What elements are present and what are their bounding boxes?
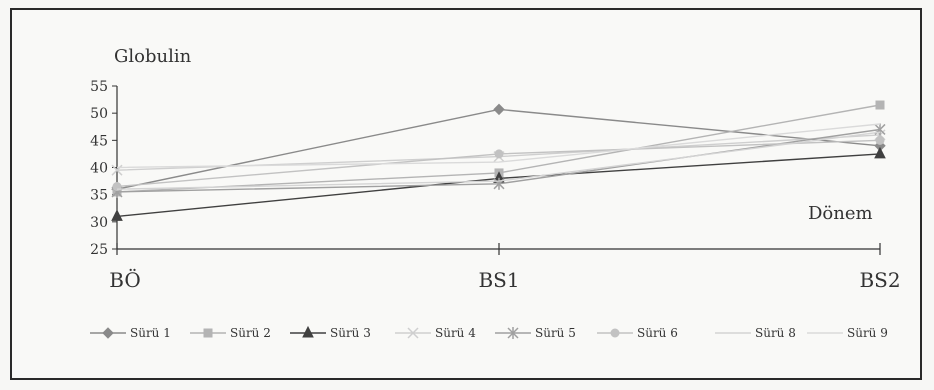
series-1-point-1 bbox=[493, 103, 505, 116]
legend-label: Sürü 8 bbox=[755, 326, 796, 340]
legend-label: Sürü 4 bbox=[435, 326, 476, 340]
y-tick-label-30: 30 bbox=[90, 215, 108, 231]
legend-item-4: Sürü 4 bbox=[395, 326, 476, 340]
series-6-point-1 bbox=[494, 149, 504, 159]
y-tick-label-50: 50 bbox=[90, 106, 108, 122]
legend-item-2: Sürü 2 bbox=[190, 326, 271, 340]
y-tick-label-55: 55 bbox=[90, 79, 108, 95]
legend-item-1: Sürü 1 bbox=[90, 326, 171, 340]
x-axis-title: Dönem bbox=[808, 203, 873, 224]
legend-label: Sürü 9 bbox=[847, 326, 888, 340]
legend: Sürü 1 Sürü 2 Sürü 3 Sürü 4 Sürü 5 Sürü 6 Sürü… bbox=[90, 325, 888, 340]
legend-item-3: Sürü 3 bbox=[290, 325, 371, 340]
y-tick-label-25: 25 bbox=[90, 242, 108, 258]
y-tick-label-45: 45 bbox=[90, 133, 108, 149]
legend-swatch-marker bbox=[102, 327, 114, 339]
series-3-point-0 bbox=[111, 209, 123, 221]
axes bbox=[112, 85, 881, 255]
legend-swatch-marker bbox=[407, 327, 419, 339]
y-tick-label-40: 40 bbox=[90, 161, 108, 177]
series-2-point-2 bbox=[875, 100, 885, 110]
x-tick-label-0: BÖ bbox=[109, 267, 140, 292]
legend-swatch-marker bbox=[610, 328, 620, 338]
legend-item-6: Sürü 6 bbox=[597, 326, 678, 340]
legend-label: Sürü 6 bbox=[637, 326, 678, 340]
labels: 25 30 35 40 45 50 55 BÖ BS1 BS2 Globulin Dönem bbox=[90, 46, 900, 292]
legend-swatch-marker bbox=[507, 327, 519, 339]
legend-label: Sürü 2 bbox=[230, 326, 271, 340]
series-line-8 bbox=[116, 123, 881, 169]
legend-label: Sürü 1 bbox=[130, 326, 171, 340]
legend-swatch-marker bbox=[302, 325, 314, 338]
chart-border bbox=[10, 8, 922, 380]
series-6-point-2 bbox=[875, 135, 885, 145]
legend-item-7: Sürü 8 bbox=[715, 326, 796, 340]
y-axis-title: Globulin bbox=[114, 46, 192, 67]
x-tick-label-1: BS1 bbox=[478, 268, 519, 292]
y-tick-label-35: 35 bbox=[90, 188, 108, 204]
series-layer bbox=[111, 100, 886, 221]
legend-swatch-marker bbox=[203, 328, 213, 338]
series-line-7 bbox=[116, 131, 881, 190]
legend-label: Sürü 3 bbox=[330, 326, 371, 340]
legend-item-5: Sürü 5 bbox=[495, 326, 576, 340]
legend-item-8: Sürü 9 bbox=[807, 326, 888, 340]
series-3-point-2 bbox=[874, 146, 886, 159]
legend-label: Sürü 5 bbox=[535, 326, 576, 340]
x-tick-label-2: BS2 bbox=[859, 268, 900, 292]
